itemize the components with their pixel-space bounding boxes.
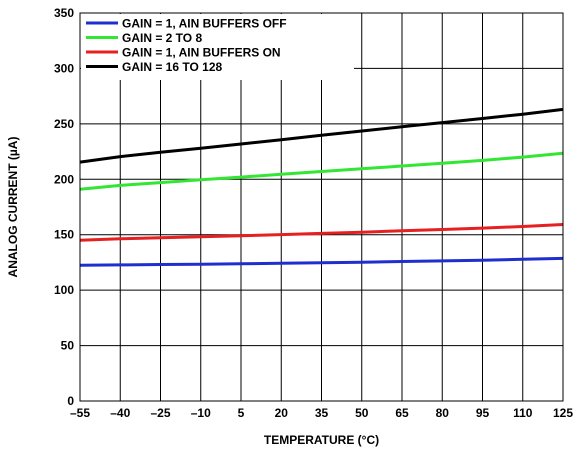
y-axis-title: ANALOG CURRENT (µA) [6, 137, 20, 278]
y-tick-label: 300 [54, 61, 74, 75]
x-tick-label: 95 [476, 406, 490, 420]
y-tick-label: 0 [67, 394, 74, 408]
x-tick-label: 110 [513, 406, 533, 420]
series-line [79, 256, 564, 267]
x-axis-title: TEMPERATURE (°C) [264, 433, 379, 447]
x-tick-label: 65 [395, 406, 409, 420]
x-tick-label: –55 [70, 406, 90, 420]
y-tick-label: 150 [54, 228, 74, 242]
series-line [79, 223, 564, 242]
y-tick-label: 350 [54, 6, 74, 20]
x-tick-label: 20 [275, 406, 289, 420]
series-line [79, 107, 564, 164]
x-tick-label: 50 [355, 406, 369, 420]
x-tick-label: –40 [110, 406, 130, 420]
y-tick-label: 100 [54, 283, 74, 297]
y-tick-label: 50 [61, 339, 75, 353]
y-tick-label: 250 [54, 117, 74, 131]
legend-label: GAIN = 1, AIN BUFFERS OFF [122, 17, 287, 31]
legend-label: GAIN = 1, AIN BUFFERS ON [122, 46, 281, 60]
series-layer [79, 107, 564, 267]
plot-frame [79, 12, 564, 402]
x-tick-label: 80 [436, 406, 450, 420]
y-tick-label: 200 [54, 172, 74, 186]
x-tick-label: 35 [315, 406, 329, 420]
x-tick-label: 5 [238, 406, 245, 420]
series-line [79, 151, 564, 191]
legend-background [81, 14, 354, 80]
x-tick-label: 125 [553, 406, 573, 420]
x-axis-ticks: –55 –40 –25 –10 5 20 35 50 65 80 95 110 125 [70, 406, 573, 420]
legend-label: GAIN = 2 TO 8 [122, 31, 202, 45]
y-axis-ticks: 0 50 100 150 200 250 300 350 [54, 6, 74, 408]
legend-label: GAIN = 16 TO 128 [122, 60, 222, 74]
x-tick-label: –25 [150, 406, 170, 420]
x-tick-label: –10 [191, 406, 211, 420]
